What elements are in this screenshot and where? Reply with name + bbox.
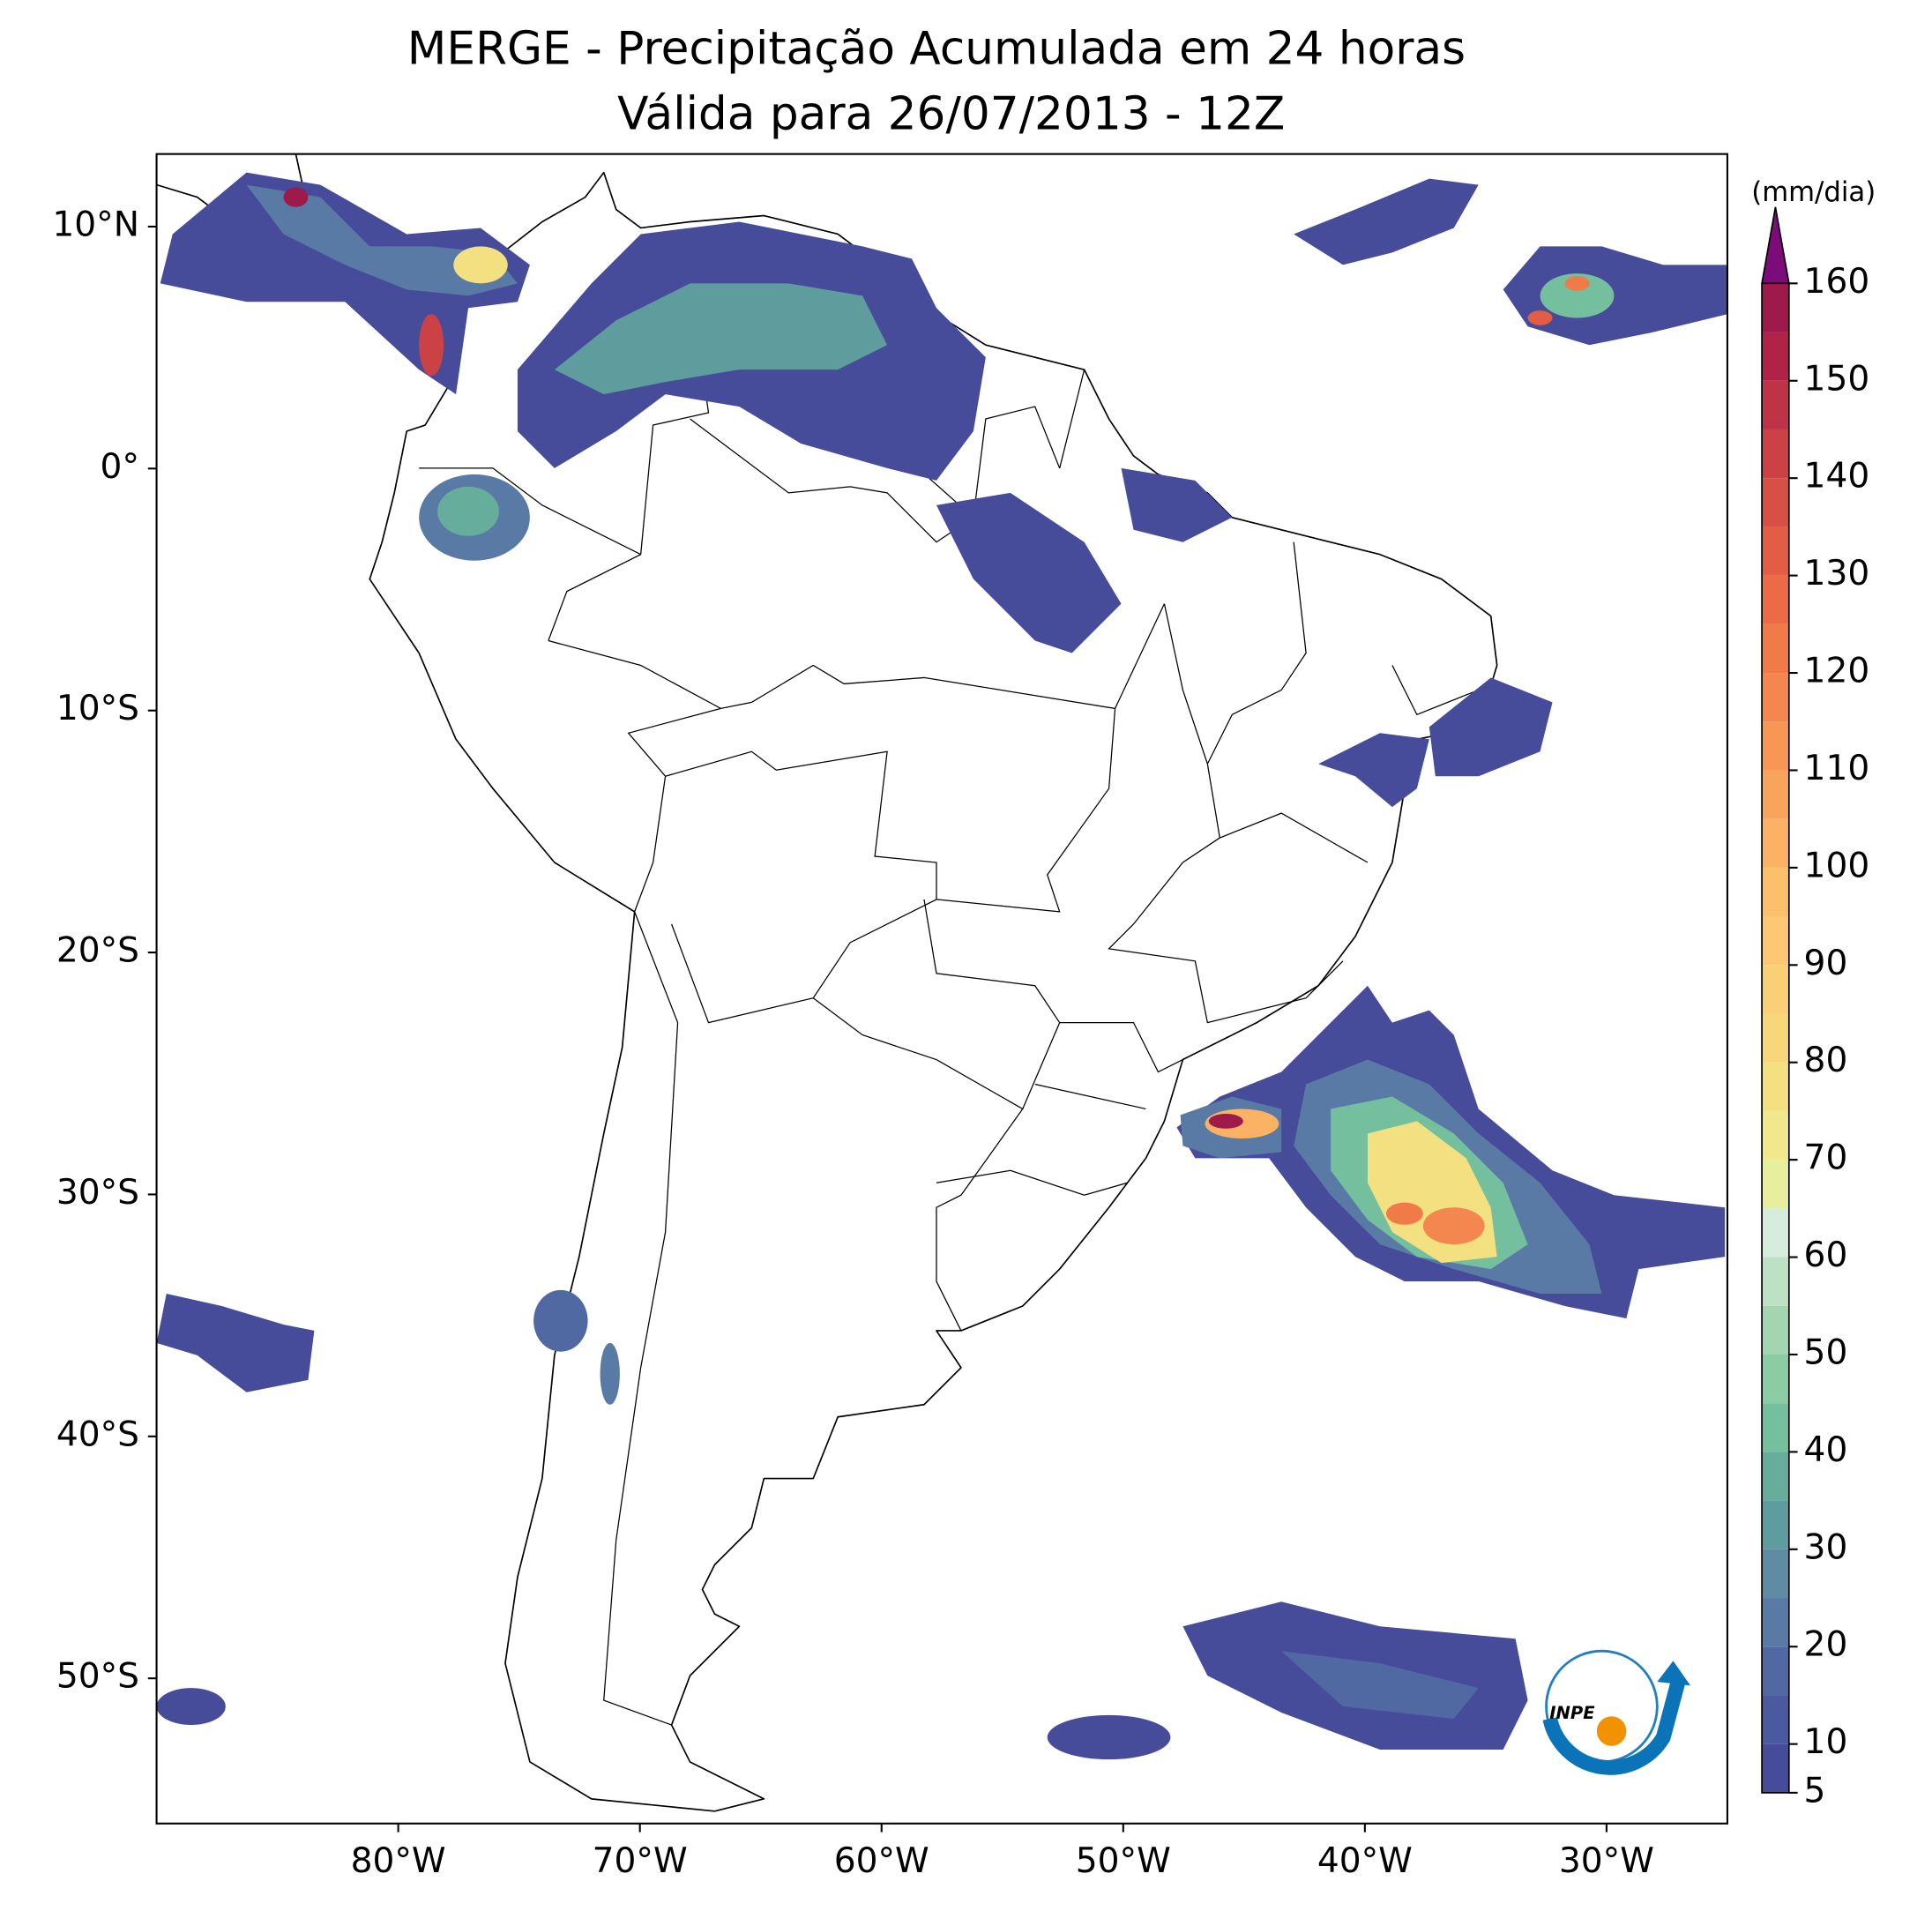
y-tick-label: 20°S xyxy=(56,931,139,971)
colorbar-band xyxy=(1762,283,1789,332)
colorbar-tick-label: 140 xyxy=(1804,457,1870,496)
colorbar-tick-label: 10 xyxy=(1804,1722,1848,1762)
colorbar-band xyxy=(1762,1743,1789,1793)
colorbar-band xyxy=(1762,916,1789,966)
y-tick-label: 0° xyxy=(101,447,139,487)
colorbar-tick-label: 40 xyxy=(1804,1430,1848,1470)
colorbar-frame xyxy=(1761,283,1790,1794)
state-borders xyxy=(936,541,1479,1196)
colorbar-band xyxy=(1762,575,1789,624)
colorbar-label: (mm/dia) xyxy=(1751,176,1876,208)
colorbar-band xyxy=(1762,721,1789,771)
colorbar-band xyxy=(1762,1160,1789,1209)
colorbar-band xyxy=(1762,673,1789,722)
map-frame xyxy=(155,153,1728,1825)
colorbar-band xyxy=(1762,1452,1789,1501)
colorbar-extend xyxy=(1761,206,1790,285)
colorbar-band xyxy=(1762,1403,1789,1452)
colorbar-band xyxy=(1762,770,1789,819)
colorbar-tick-label: 20 xyxy=(1804,1625,1848,1665)
colorbar-band xyxy=(1762,1208,1789,1258)
colorbar-band xyxy=(1762,1354,1789,1404)
y-tick-label: 10°S xyxy=(56,689,139,728)
y-tick-label: 40°S xyxy=(56,1415,139,1454)
map-area: INPE xyxy=(156,153,1727,1824)
colorbar-band xyxy=(1762,965,1789,1014)
colorbar-tick-label: 130 xyxy=(1804,554,1870,593)
colorbar-band xyxy=(1762,623,1789,674)
colorbar-tick-label: 70 xyxy=(1804,1138,1848,1178)
y-tick-label: 30°S xyxy=(56,1173,139,1213)
x-tick-label: 60°W xyxy=(834,1841,929,1881)
precipitation-field xyxy=(156,172,1727,1760)
colorbar-band xyxy=(1762,332,1789,381)
colorbar-band xyxy=(1762,1013,1789,1063)
colorbar-tick-label: 80 xyxy=(1804,1041,1848,1080)
colorbar-band xyxy=(1762,429,1789,479)
colorbar-tick-label: 30 xyxy=(1804,1527,1848,1567)
colorbar-band xyxy=(1762,1500,1789,1549)
colorbar-tick-label: 50 xyxy=(1804,1332,1848,1372)
colorbar-band xyxy=(1762,526,1789,576)
colorbar-tick-label: 5 xyxy=(1804,1771,1826,1810)
colorbar-band xyxy=(1762,478,1789,527)
colorbar-band xyxy=(1762,380,1789,429)
colorbar-tick-label: 160 xyxy=(1804,262,1870,302)
x-tick-label: 40°W xyxy=(1317,1841,1413,1881)
colorbar-tick-label: 150 xyxy=(1804,359,1870,399)
colorbar-band xyxy=(1762,1598,1789,1647)
y-tick-label: 10°N xyxy=(52,205,139,244)
logo-text: INPE xyxy=(1549,1703,1595,1723)
colorbar-tick-label: 90 xyxy=(1804,944,1848,983)
x-tick-label: 80°W xyxy=(351,1841,446,1881)
x-tick-label: 70°W xyxy=(593,1841,688,1881)
colorbar-band xyxy=(1762,1549,1789,1599)
colorbar-band xyxy=(1762,1110,1789,1161)
colorbar-band xyxy=(1762,1646,1789,1696)
colorbar-tick-label: 110 xyxy=(1804,749,1870,788)
map-title: MERGE - Precipitação Acumulada em 24 hor… xyxy=(407,23,1466,76)
colorbar-band xyxy=(1762,1062,1789,1111)
x-tick-label: 30°W xyxy=(1559,1841,1654,1881)
colorbar-band xyxy=(1762,1695,1789,1744)
colorbar-band xyxy=(1762,818,1789,868)
colorbar-tick-label: 120 xyxy=(1804,652,1870,691)
x-tick-label: 50°W xyxy=(1076,1841,1171,1881)
colorbar-band xyxy=(1762,1257,1789,1306)
inpe-logo: INPE xyxy=(1542,1649,1691,1775)
colorbar-band xyxy=(1762,867,1789,917)
colorbar-tick-label: 100 xyxy=(1804,846,1870,885)
y-tick-label: 50°S xyxy=(56,1657,139,1697)
colorbar-band xyxy=(1762,1305,1789,1355)
colorbar-tick-label: 60 xyxy=(1804,1235,1848,1275)
map-subtitle: Válida para 26/07/2013 - 12Z xyxy=(617,88,1285,141)
